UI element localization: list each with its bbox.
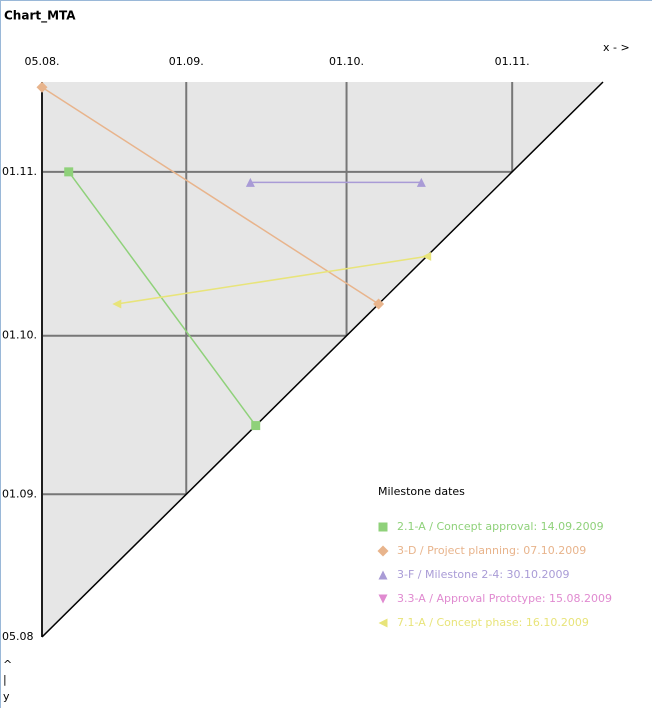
legend-marker [378,570,388,580]
chart-title: Chart_MTA [4,9,76,24]
y-tick-label: 05.08 [2,630,34,643]
legend-title: Milestone dates [378,485,465,498]
milestone-marker [416,177,426,187]
series-line [41,86,380,305]
x-tick-label: 01.09. [169,55,204,68]
y-tick-label: 01.10. [2,329,37,342]
legend-label: 2.1-A / Concept approval: 14.09.2009 [397,520,604,533]
milestone-marker [422,251,432,261]
x-axis-label: x - > [603,41,630,54]
x-tick-label: 01.10. [329,55,364,68]
milestone-marker [245,177,255,187]
legend-marker [378,522,388,532]
milestone-marker [36,81,48,93]
series-line [68,171,257,427]
diagonal [41,81,604,638]
milestone-marker [112,299,122,309]
legend-label: 3-D / Project planning: 07.10.2009 [397,544,586,557]
legend-label: 7.1-A / Concept phase: 16.10.2009 [397,616,589,629]
legend-marker [378,618,388,628]
y-tick-label: 01.09. [2,487,37,500]
y-axis-label: ^ [3,658,12,671]
legend-label: 3-F / Milestone 2-4: 30.10.2009 [397,568,570,581]
milestone-marker [373,298,385,310]
x-tick-label: 05.08. [25,55,60,68]
legend-marker [377,545,389,557]
y-axis-label: | [3,673,7,686]
milestone-marker [251,421,261,431]
legend-label: 3.3-A / Approval Prototype: 15.08.2009 [397,592,612,605]
x-tick-label: 01.11. [495,55,530,68]
legend-marker [378,594,388,604]
milestone-marker [64,167,74,177]
series-line [116,255,427,305]
y-axis-label: y [3,690,10,703]
y-tick-label: 01.11. [2,165,37,178]
